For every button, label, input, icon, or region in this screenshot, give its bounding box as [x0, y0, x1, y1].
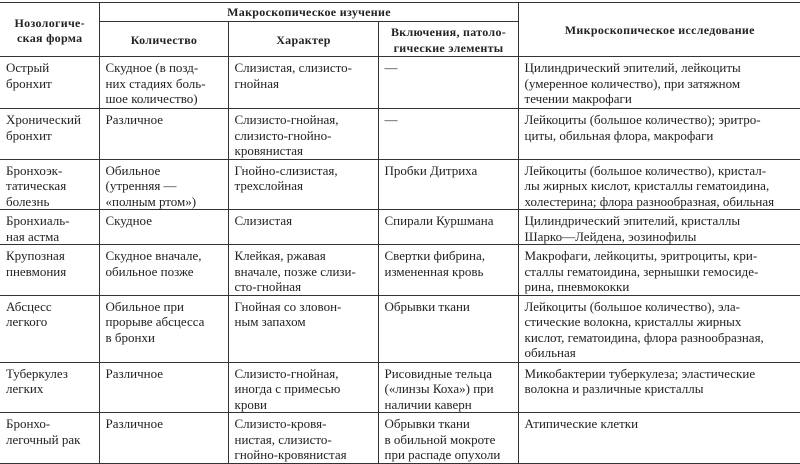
- quantity-cell: Обильное (утренняя — «полным ртом»): [98, 158, 229, 210]
- character-cell: Слизистая: [227, 209, 379, 245]
- nosological-form-cell: Абсцесс легкого: [0, 294, 100, 363]
- quantity-cell: Различное: [98, 108, 229, 160]
- table-row: Бронхиаль- ная астма Скудное Слизистая Спир…: [0, 209, 800, 245]
- table-row: Абсцесс легкого Обильное при прорыве абсц…: [0, 294, 800, 363]
- nosological-form-cell: Туберкулез легких: [0, 361, 100, 413]
- microscopic-cell: Цилиндрический эпителий, лейкоциты (умер…: [517, 56, 800, 109]
- nosological-form-cell: Крупозная пневмония: [0, 244, 100, 296]
- character-cell: Гнойная со зловон- ным запахом: [227, 294, 379, 363]
- microscopic-cell: Лейкоциты (большое количество); эритро- …: [517, 108, 800, 160]
- nosological-form-cell: Бронхоэк- татическая болезнь: [0, 158, 100, 210]
- table-row: Хронический бронхит Различное Слизисто-гно…: [0, 108, 800, 160]
- quantity-cell: Различное: [98, 361, 229, 413]
- table-row: Бронхо- легочный рак Различное Слизисто-кр…: [0, 412, 800, 464]
- inclusions-cell: —: [377, 108, 519, 160]
- character-cell: Слизистая, слизисто- гнойная: [227, 56, 379, 109]
- nosological-form-cell: Бронхиаль- ная астма: [0, 209, 100, 245]
- quantity-cell: Различное: [98, 412, 229, 464]
- table-row: Туберкулез легких Различное Слизисто-гнойн…: [0, 361, 800, 413]
- header-character: Характер: [227, 21, 379, 57]
- character-cell: Слизисто-кровя- нистая, слизисто- гнойно…: [227, 412, 379, 464]
- inclusions-cell: Обрывки ткани в обильной мокроте при рас…: [377, 412, 519, 464]
- header-inclusions: Включения, патоло- гические элементы: [377, 21, 519, 57]
- inclusions-cell: Пробки Дитриха: [377, 158, 519, 210]
- character-cell: Слизисто-гнойная, иногда с примесью кров…: [227, 361, 379, 413]
- inclusions-cell: Обрывки ткани: [377, 294, 519, 363]
- microscopic-cell: Атипические клетки: [517, 412, 800, 464]
- character-cell: Гнойно-слизистая, трехслойная: [227, 158, 379, 210]
- nosological-form-cell: Бронхо- легочный рак: [0, 412, 100, 464]
- microscopic-cell: Лейкоциты (большое количество), эла- сти…: [517, 294, 800, 363]
- header-microscopic: Микроскопическое исследование: [517, 2, 800, 57]
- microscopic-cell: Макрофаги, лейкоциты, эритроциты, кри- с…: [517, 244, 800, 296]
- inclusions-cell: Рисовидные тельца («линзы Коха») при нал…: [377, 361, 519, 413]
- nosological-form-cell: Хронический бронхит: [0, 108, 100, 160]
- character-cell: Клейкая, ржавая вначале, позже слизи- ст…: [227, 244, 379, 296]
- quantity-cell: Обильное при прорыве абсцесса в бронхи: [98, 294, 229, 363]
- inclusions-cell: Свертки фибрина, измененная кровь: [377, 244, 519, 296]
- microscopic-cell: Микобактерии туберкулеза; эластические в…: [517, 361, 800, 413]
- quantity-cell: Скудное: [98, 209, 229, 245]
- microscopic-cell: Цилиндрический эпителий, кристаллы Шарко…: [517, 209, 800, 245]
- microscopic-cell: Лейкоциты (большое количество), кристал-…: [517, 158, 800, 210]
- character-cell: Слизисто-гнойная, слизисто-гнойно- кровя…: [227, 108, 379, 160]
- inclusions-cell: Спирали Куршмана: [377, 209, 519, 245]
- inclusions-cell: —: [377, 56, 519, 109]
- table-row: Крупозная пневмония Скудное вначале, обил…: [0, 244, 800, 296]
- header-quantity: Количество: [99, 21, 229, 57]
- table-row: Бронхоэк- татическая болезнь Обильное (ут…: [0, 158, 800, 210]
- quantity-cell: Скудное (в позд- них стадиях боль- шое к…: [98, 56, 229, 109]
- nosological-form-cell: Острый бронхит: [0, 56, 100, 109]
- header-nosological-form: Нозологиче- ская форма: [0, 2, 100, 57]
- quantity-cell: Скудное вначале, обильное позже: [98, 244, 229, 296]
- table-row: Острый бронхит Скудное (в позд- них стади…: [0, 56, 800, 109]
- header-macroscopic: Макроскопическое изучение: [98, 2, 519, 22]
